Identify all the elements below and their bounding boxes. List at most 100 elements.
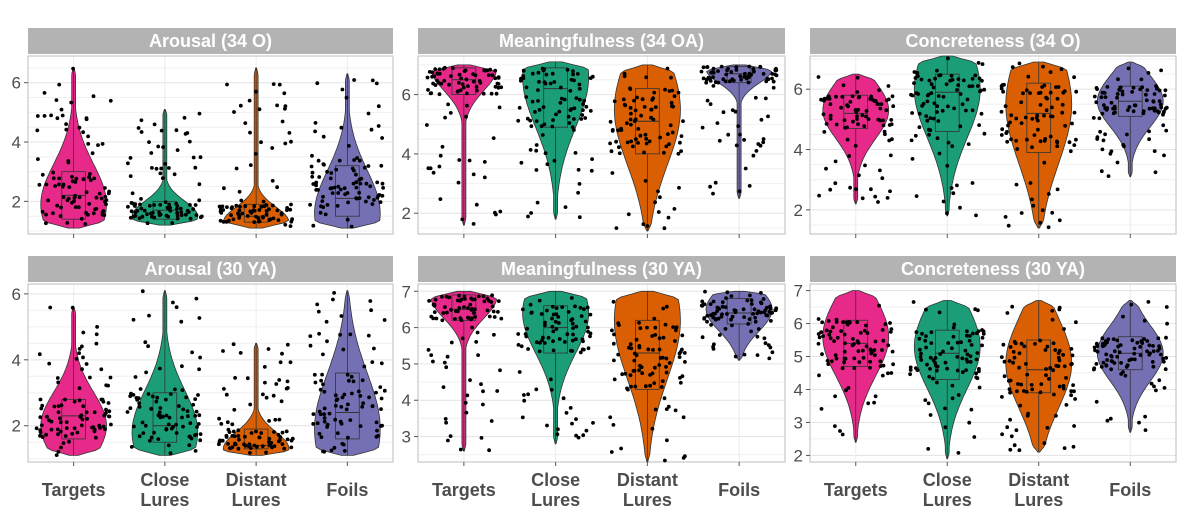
- data-point: [349, 224, 354, 229]
- data-point: [678, 380, 683, 385]
- data-point: [1050, 105, 1054, 110]
- data-point: [194, 213, 199, 218]
- data-point: [929, 82, 934, 87]
- data-point: [533, 110, 537, 114]
- data-point: [820, 320, 825, 325]
- data-point: [44, 221, 48, 226]
- data-point: [927, 132, 931, 137]
- data-point: [1110, 359, 1115, 364]
- data-point: [526, 214, 530, 219]
- data-point: [465, 103, 469, 108]
- data-point: [612, 358, 616, 363]
- data-point: [138, 387, 143, 391]
- data-point: [881, 118, 885, 123]
- data-point: [909, 92, 913, 97]
- data-point: [1021, 91, 1025, 96]
- data-point: [81, 330, 86, 335]
- data-point: [381, 186, 385, 190]
- data-point: [758, 310, 763, 315]
- data-point: [437, 67, 442, 72]
- data-point: [536, 70, 541, 75]
- data-point: [822, 96, 827, 101]
- panel-title: Meaningfulness (34 OA): [418, 28, 785, 54]
- data-point: [860, 196, 865, 201]
- data-point: [577, 86, 582, 91]
- data-point: [572, 78, 576, 83]
- data-point: [1047, 377, 1051, 381]
- data-point: [1042, 113, 1046, 118]
- data-point: [101, 209, 106, 213]
- data-point: [489, 300, 494, 304]
- data-point: [133, 210, 138, 215]
- data-point: [438, 197, 443, 202]
- data-point: [576, 167, 581, 172]
- data-point: [432, 310, 437, 314]
- data-point: [1016, 382, 1020, 386]
- data-point: [918, 347, 922, 352]
- plot-border: [417, 55, 786, 235]
- data-point: [317, 431, 322, 436]
- data-point: [748, 293, 752, 298]
- data-point: [935, 68, 939, 73]
- data-point: [329, 171, 334, 175]
- data-point: [752, 307, 757, 312]
- data-point: [612, 377, 617, 382]
- data-point: [1146, 300, 1151, 304]
- data-point: [225, 420, 230, 425]
- data-point: [676, 151, 681, 156]
- data-point: [738, 132, 742, 137]
- data-point: [648, 383, 652, 388]
- data-point: [620, 372, 625, 377]
- data-point: [768, 306, 773, 311]
- data-point: [625, 140, 630, 145]
- data-point: [826, 319, 831, 323]
- data-point: [56, 380, 61, 385]
- data-point: [582, 307, 586, 312]
- data-point: [1159, 68, 1163, 73]
- data-point: [951, 325, 956, 330]
- data-point: [136, 396, 141, 401]
- data-point: [558, 100, 563, 105]
- data-point: [449, 74, 453, 78]
- data-point: [711, 347, 716, 351]
- data-point: [817, 373, 821, 378]
- data-point: [198, 438, 203, 443]
- data-point: [245, 376, 250, 381]
- data-point: [516, 332, 521, 336]
- data-point: [155, 395, 160, 400]
- data-point: [1030, 117, 1035, 121]
- data-point: [77, 195, 82, 200]
- data-point: [940, 108, 945, 113]
- data-point: [231, 429, 236, 434]
- data-point: [682, 351, 687, 355]
- data-point: [170, 221, 175, 225]
- data-point: [651, 96, 655, 101]
- data-point: [277, 378, 282, 382]
- data-point: [746, 80, 751, 85]
- data-point: [289, 438, 294, 443]
- data-point: [700, 299, 705, 304]
- data-point: [1164, 305, 1169, 309]
- data-point: [139, 130, 144, 134]
- data-point: [816, 75, 821, 79]
- data-point: [238, 351, 243, 355]
- data-point: [443, 115, 447, 120]
- data-point: [670, 130, 675, 135]
- data-point: [55, 116, 60, 121]
- data-point: [196, 393, 200, 397]
- data-point: [86, 134, 90, 139]
- data-point: [1142, 337, 1146, 341]
- data-point: [608, 141, 612, 146]
- data-point: [756, 327, 761, 331]
- data-point: [736, 124, 741, 128]
- data-point: [156, 144, 161, 149]
- data-point: [59, 205, 63, 210]
- data-point: [449, 340, 454, 345]
- data-point: [325, 339, 329, 344]
- data-point: [374, 81, 379, 86]
- data-point: [316, 158, 321, 163]
- data-point: [179, 319, 184, 324]
- data-point: [59, 403, 64, 408]
- data-point: [325, 425, 329, 429]
